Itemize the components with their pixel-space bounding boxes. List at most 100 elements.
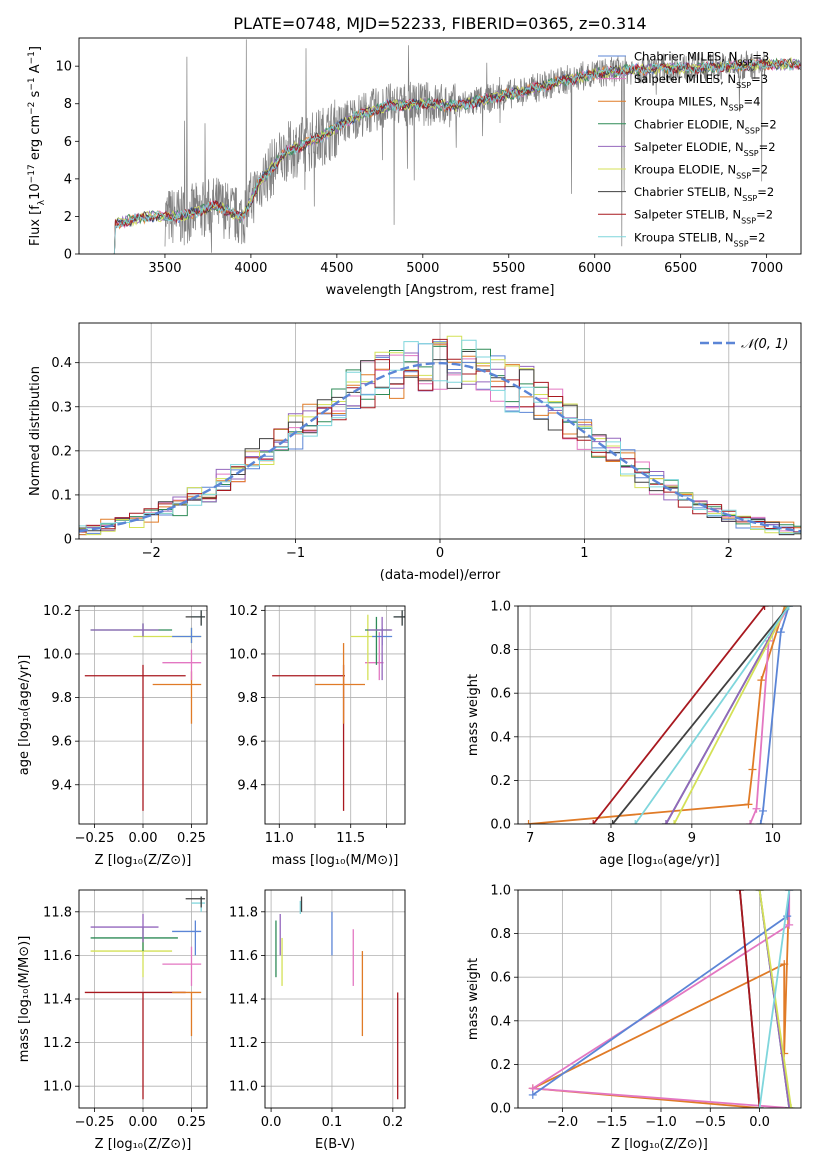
weight-marker: [524, 820, 533, 824]
x-tick-label: 6500: [664, 261, 697, 276]
legend-label-main: Chabrier STELIB, N: [634, 185, 742, 199]
x-axis-label: mass [log₁₀(M/M⊙)]: [272, 853, 399, 868]
legend-label-sub: SSP: [729, 103, 744, 112]
plot-area-hist: [79, 323, 801, 539]
y-axis-label-part: −17: [27, 164, 37, 183]
legend-label-sub: SSP: [744, 148, 759, 157]
error-bar-point: [185, 610, 206, 626]
legend-label-main: Salpeter MILES, N: [634, 72, 736, 86]
y-tick-label: 11.8: [229, 905, 258, 920]
x-tick-label: 5000: [406, 261, 439, 276]
model-spectrum-line: [113, 57, 801, 254]
panel-mass-z: −0.25 0.00 0.25 11.0 11.2 11.4 11.6 11.8 Z [log₁…: [17, 889, 208, 1152]
legend-label-main: Kroupa STELIB, N: [634, 230, 734, 244]
x-axis-label: age [log₁₀(age/yr)]: [599, 853, 720, 868]
y-axis-label-part: −1: [27, 77, 37, 90]
legend-label-main: Salpeter STELIB, N: [634, 208, 741, 222]
x-tick-label: 3500: [148, 261, 181, 276]
x-axis-label: Z [log₁₀(Z/Z⊙)]: [95, 1137, 192, 1152]
x-tick-label: 0.25: [177, 831, 206, 846]
y-tick-label: 11.4: [229, 993, 258, 1008]
x-tick-label: 7: [526, 831, 534, 846]
x-tick-label: −2.0: [547, 1115, 579, 1130]
weight-line: [634, 606, 790, 824]
x-tick-label: −2: [142, 546, 161, 561]
x-tick-label: −1: [286, 546, 305, 561]
y-tick-label: 0.8: [490, 643, 511, 658]
weight-line: [758, 890, 792, 1108]
error-bar-point: [90, 937, 173, 978]
legend-label-main: Chabrier ELODIE, N: [634, 117, 745, 131]
y-tick-label: 10.2: [229, 604, 258, 619]
legend-label: 𝒩(0, 1): [741, 337, 788, 352]
y-tick-label: 0: [64, 533, 72, 548]
legend-label: Chabrier MILES, NSSP=3: [634, 50, 769, 68]
y-axis-label: mass [log₁₀(M/M⊙)]: [17, 936, 32, 1063]
error-bar-point: [367, 616, 393, 681]
weight-marker: [760, 606, 769, 610]
y-tick-label: 0.0: [490, 1102, 511, 1117]
y-tick-label: 10.2: [43, 604, 72, 619]
y-tick-label: 1.0: [490, 600, 511, 615]
axes-frame: [264, 889, 406, 1109]
x-tick-label: 4000: [234, 261, 267, 276]
x-tick-label: −1.5: [596, 1115, 628, 1130]
legend-label: Kroupa ELODIE, NSSP=2: [634, 163, 768, 181]
x-axis-label: wavelength [Angstrom, rest frame]: [326, 283, 555, 298]
model-spectrum-line: [113, 56, 801, 254]
panel-age-mass: 11.0 11.5 9.4 9.6 9.8 10.0 10.2 mass [log₁₀(M/M…: [229, 604, 406, 868]
error-bar-point: [191, 610, 206, 626]
weight-line: [739, 890, 761, 1108]
legend-label-suffix: =2: [759, 140, 776, 154]
error-bar-point: [350, 614, 374, 681]
error-bar-point: [315, 643, 365, 724]
error-bar-point: [272, 664, 345, 811]
weight-marker: [785, 1104, 794, 1108]
weight-marker: [787, 1104, 796, 1108]
error-bar-point: [365, 616, 391, 665]
panel-weight-z: −2.0 −1.5 −1.0 −0.5 0.0 0.0 0.2 0.4 0.6 0.8 1.0 Z […: [466, 884, 802, 1152]
y-axis-label-part: s: [28, 90, 43, 101]
y-tick-label: 2: [64, 210, 72, 225]
legend-label: Kroupa STELIB, NSSP=2: [634, 230, 765, 248]
legend-label-suffix: =2: [756, 208, 773, 222]
weight-marker: [746, 820, 755, 824]
y-tick-label: 9.6: [51, 735, 72, 750]
legend-label-suffix: =3: [752, 50, 769, 64]
error-bar-point: [185, 896, 206, 908]
legend-label-sub: SSP: [736, 81, 751, 90]
y-axis-label-part: 10: [28, 183, 43, 200]
axes-frame: [78, 605, 208, 825]
weight-line: [528, 606, 786, 824]
weight-marker: [776, 628, 785, 637]
axes-frame: [78, 322, 802, 540]
legend-label-main: Salpeter ELODIE, N: [634, 140, 744, 154]
plots: 3500 4000 4500 5000 5500 6000 6500 70000246810w…: [17, 37, 802, 1152]
weight-marker: [748, 765, 757, 774]
legend-label: Salpeter MILES, NSSP=3: [634, 72, 768, 90]
legend-label-sub: SSP: [737, 58, 752, 67]
weight-line: [592, 606, 766, 824]
y-tick-label: 9.8: [51, 691, 72, 706]
error-bar-point: [84, 991, 186, 1100]
weight-line: [673, 606, 789, 824]
x-tick-label: 0.00: [129, 831, 158, 846]
x-tick-label: 8: [607, 831, 615, 846]
legend-label: Salpeter ELODIE, NSSP=2: [634, 140, 776, 158]
x-tick-label: 9: [688, 831, 696, 846]
y-tick-label: 9.4: [51, 778, 72, 793]
y-axis-label-part: λ: [37, 199, 47, 205]
x-tick-label: 5500: [492, 261, 525, 276]
error-bar-point: [162, 649, 202, 681]
legend-label-main: Kroupa ELODIE, N: [634, 163, 736, 177]
plot-area-age-z: [79, 606, 207, 824]
legend-label-sub: SSP: [734, 239, 749, 248]
x-axis-label: (data-model)/error: [380, 568, 501, 583]
y-axis-label: mass weight: [466, 958, 481, 1040]
x-tick-label: −0.25: [75, 831, 115, 846]
weight-marker: [755, 1104, 764, 1108]
legend-label-suffix: =2: [749, 230, 766, 244]
normal-curve: [79, 361, 801, 533]
x-tick-label: 0.1: [322, 1115, 343, 1130]
y-tick-label: 11.4: [43, 993, 72, 1008]
